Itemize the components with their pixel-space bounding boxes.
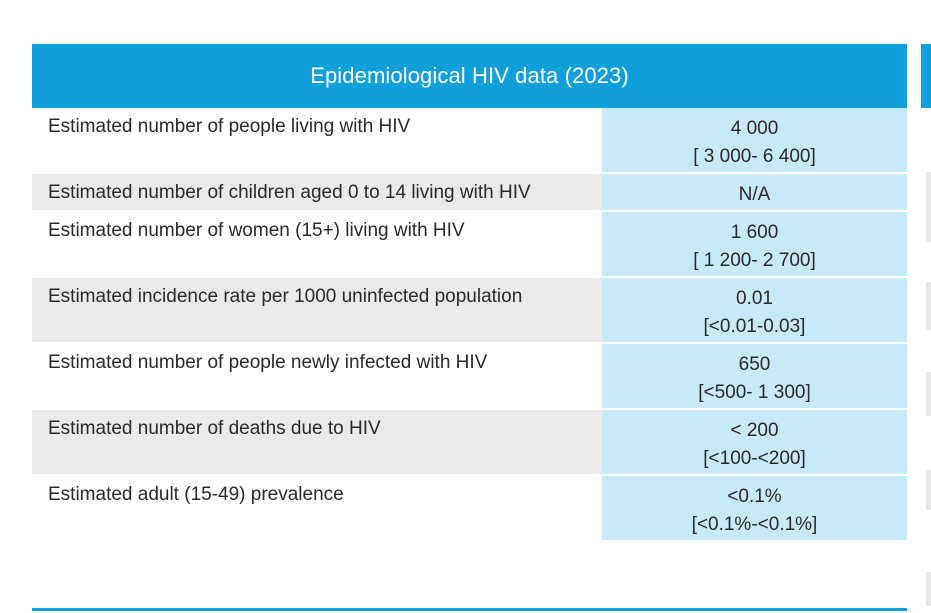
row-value: <0.1% [727, 486, 782, 507]
adjacent-panel-strip [926, 172, 931, 242]
row-range: [ 3 000- 6 400] [693, 146, 816, 167]
row-label: Estimated number of children aged 0 to 1… [32, 174, 602, 210]
adjacent-panel-strip [926, 282, 931, 330]
row-value-cell: < 200 [<100-<200] [602, 410, 907, 474]
adjacent-panel-strip [926, 372, 931, 416]
table-row: Estimated number of children aged 0 to 1… [32, 174, 907, 212]
row-label: Estimated number of people living with H… [32, 108, 602, 172]
row-value: < 200 [730, 420, 779, 441]
row-value-cell: 0.01 [<0.01-0.03] [602, 278, 907, 342]
row-range: [<100-<200] [703, 448, 806, 469]
table-title: Epidemiological HIV data (2023) [32, 44, 907, 108]
row-value: 650 [738, 354, 771, 375]
row-value-cell: 650 [<500- 1 300] [602, 344, 907, 408]
row-value-cell: 1 600 [ 1 200- 2 700] [602, 212, 907, 276]
table-row: Estimated adult (15-49) prevalence <0.1%… [32, 476, 907, 542]
row-label: Estimated incidence rate per 1000 uninfe… [32, 278, 602, 342]
row-label: Estimated adult (15-49) prevalence [32, 476, 602, 540]
row-value: 1 600 [730, 222, 779, 243]
row-value: 0.01 [736, 288, 773, 309]
adjacent-panel-strip [926, 470, 931, 510]
adjacent-panel-strip [926, 572, 931, 606]
table-row: Estimated number of people newly infecte… [32, 344, 907, 410]
table-row: Estimated number of people living with H… [32, 108, 907, 174]
hiv-data-table: Epidemiological HIV data (2023) Estimate… [32, 44, 907, 542]
table-row: Estimated incidence rate per 1000 uninfe… [32, 278, 907, 344]
bottom-divider [32, 608, 907, 611]
row-label: Estimated number of deaths due to HIV [32, 410, 602, 474]
row-value-cell: N/A [602, 174, 907, 210]
row-range: [ 1 200- 2 700] [693, 250, 816, 271]
table-row: Estimated number of women (15+) living w… [32, 212, 907, 278]
row-value: 4 000 [730, 118, 779, 139]
row-label: Estimated number of women (15+) living w… [32, 212, 602, 276]
row-label: Estimated number of people newly infecte… [32, 344, 602, 408]
row-value-cell: <0.1% [<0.1%-<0.1%] [602, 476, 907, 540]
table-row: Estimated number of deaths due to HIV < … [32, 410, 907, 476]
row-value: N/A [738, 184, 771, 205]
row-range: [<0.01-0.03] [703, 316, 806, 337]
row-range: [<0.1%-<0.1%] [691, 514, 818, 535]
table-body: Estimated number of people living with H… [32, 108, 907, 542]
adjacent-panel-header [921, 44, 931, 108]
row-range: [<500- 1 300] [698, 382, 811, 403]
row-value-cell: 4 000 [ 3 000- 6 400] [602, 108, 907, 172]
